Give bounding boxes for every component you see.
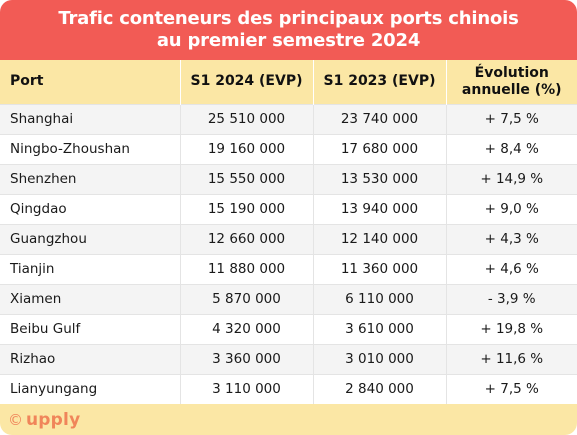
cell-s1-2023: 6 110 000 bbox=[312, 283, 446, 314]
header-row: Port S1 2024 (EVP) S1 2023 (EVP) Évoluti… bbox=[0, 60, 577, 104]
cell-port: Shanghai bbox=[0, 103, 180, 134]
cell-evolution: + 7,5 % bbox=[445, 373, 577, 404]
table-row: Lianyungang 3 110 000 2 840 000 + 7,5 % bbox=[0, 373, 577, 404]
table-row: Beibu Gulf 4 320 000 3 610 000 + 19,8 % bbox=[0, 313, 577, 344]
table-row: Qingdao 15 190 000 13 940 000 + 9,0 % bbox=[0, 193, 577, 224]
cell-s1-2024: 15 190 000 bbox=[179, 193, 313, 224]
cell-port: Lianyungang bbox=[0, 373, 180, 404]
cell-s1-2023: 11 360 000 bbox=[312, 253, 446, 284]
cell-s1-2024: 11 880 000 bbox=[179, 253, 313, 284]
cell-s1-2023: 23 740 000 bbox=[312, 103, 446, 134]
cell-evolution: + 19,8 % bbox=[445, 313, 577, 344]
cell-port: Rizhao bbox=[0, 343, 180, 374]
cell-port: Tianjin bbox=[0, 253, 180, 284]
table-row: Rizhao 3 360 000 3 010 000 + 11,6 % bbox=[0, 343, 577, 374]
cell-port: Ningbo-Zhoushan bbox=[0, 133, 180, 164]
cell-evolution: + 8,4 % bbox=[445, 133, 577, 164]
table-row: Xiamen 5 870 000 6 110 000- 3,9 % bbox=[0, 283, 577, 314]
table-row: Tianjin 11 880 000 11 360 000 + 4,6 % bbox=[0, 253, 577, 284]
cell-port: Guangzhou bbox=[0, 223, 180, 254]
cell-s1-2023: 2 840 000 bbox=[312, 373, 446, 404]
cell-s1-2023: 12 140 000 bbox=[312, 223, 446, 254]
table-body: Shanghai 25 510 000 23 740 000 + 7,5 % Ningb… bbox=[0, 103, 577, 404]
cell-port: Qingdao bbox=[0, 193, 180, 224]
cell-port: Beibu Gulf bbox=[0, 313, 180, 344]
cell-s1-2023: 3 010 000 bbox=[312, 343, 446, 374]
title-line-1: Trafic conteneurs des principaux ports c… bbox=[58, 8, 519, 29]
cell-evolution: + 11,6 % bbox=[445, 343, 577, 374]
column-header-port: Port bbox=[0, 60, 180, 104]
cell-port: Shenzhen bbox=[0, 163, 180, 194]
port-traffic-table: Port S1 2024 (EVP) S1 2023 (EVP) Évoluti… bbox=[0, 60, 577, 404]
cell-s1-2024: 4 320 000 bbox=[179, 313, 313, 344]
cell-evolution: - 3,9 % bbox=[445, 283, 577, 314]
table-row: Guangzhou 12 660 000 12 140 000 + 4,3 % bbox=[0, 223, 577, 254]
cell-s1-2023: 13 530 000 bbox=[312, 163, 446, 194]
table-row: Ningbo-Zhoushan 19 160 000 17 680 000 + 8,4… bbox=[0, 133, 577, 164]
cell-evolution: + 14,9 % bbox=[445, 163, 577, 194]
cell-s1-2024: 3 360 000 bbox=[179, 343, 313, 374]
title-band: Trafic conteneurs des principaux ports c… bbox=[0, 0, 577, 60]
footer-band: © upply bbox=[0, 404, 577, 435]
cell-s1-2023: 17 680 000 bbox=[312, 133, 446, 164]
cell-s1-2024: 15 550 000 bbox=[179, 163, 313, 194]
cell-s1-2023: 13 940 000 bbox=[312, 193, 446, 224]
cell-s1-2024: 19 160 000 bbox=[179, 133, 313, 164]
copyright-icon: © bbox=[8, 410, 23, 429]
cell-evolution: + 9,0 % bbox=[445, 193, 577, 224]
column-header-s1-2023: S1 2023 (EVP) bbox=[312, 60, 446, 104]
cell-s1-2024: 25 510 000 bbox=[179, 103, 313, 134]
brand-logo: upply bbox=[26, 409, 81, 430]
column-header-evolution-text: Évolution annuelle (%) bbox=[461, 64, 562, 98]
table-row: Shenzhen 15 550 000 13 530 000 + 14,9 % bbox=[0, 163, 577, 194]
cell-port: Xiamen bbox=[0, 283, 180, 314]
title-line-2: au premier semestre 2024 bbox=[156, 30, 421, 51]
cell-s1-2024: 5 870 000 bbox=[179, 283, 313, 314]
cell-s1-2024: 3 110 000 bbox=[179, 373, 313, 404]
table-row: Shanghai 25 510 000 23 740 000 + 7,5 % bbox=[0, 103, 577, 134]
cell-evolution: + 7,5 % bbox=[445, 103, 577, 134]
cell-s1-2023: 3 610 000 bbox=[312, 313, 446, 344]
column-header-evolution: Évolution annuelle (%) bbox=[445, 60, 577, 104]
cell-evolution: + 4,6 % bbox=[445, 253, 577, 284]
column-header-s1-2024: S1 2024 (EVP) bbox=[179, 60, 313, 104]
cell-evolution: + 4,3 % bbox=[445, 223, 577, 254]
cell-s1-2024: 12 660 000 bbox=[179, 223, 313, 254]
